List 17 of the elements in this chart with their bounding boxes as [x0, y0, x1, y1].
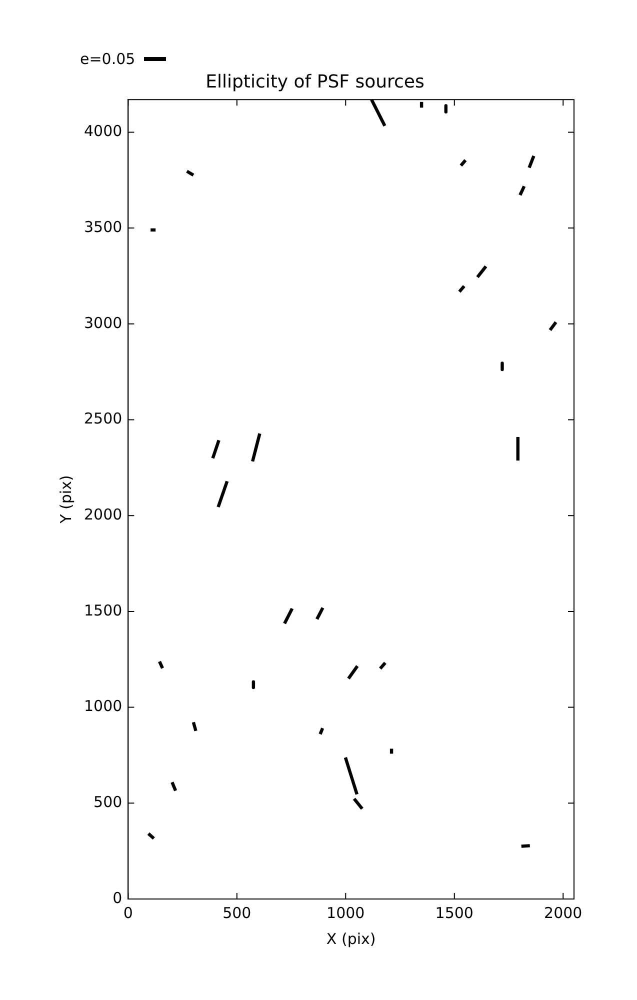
y-tick-label: 3500 — [84, 218, 122, 236]
text: e=0.05 — [80, 50, 136, 68]
x-tick-label: 2000 — [544, 904, 582, 922]
y-tick-label: 2500 — [84, 410, 122, 428]
x-tick-label: 1500 — [435, 904, 474, 922]
x-tick-label: 1000 — [326, 904, 365, 922]
y-tick-label: 2000 — [84, 505, 122, 524]
x-axis-title: X (pix) — [326, 930, 376, 948]
y-tick-label: 4000 — [84, 122, 122, 140]
y-axis-title: Y (pix) — [56, 475, 75, 524]
y-tick-label: 1000 — [84, 697, 122, 716]
y-tick-label: 1500 — [84, 601, 122, 620]
x-tick-label: 500 — [222, 904, 252, 922]
chart-title: Ellipticity of PSF sources — [206, 71, 424, 92]
y-tick-label: 3000 — [84, 314, 122, 332]
y-tick-label: 0 — [112, 888, 122, 907]
y-tick-label: 500 — [94, 793, 122, 812]
